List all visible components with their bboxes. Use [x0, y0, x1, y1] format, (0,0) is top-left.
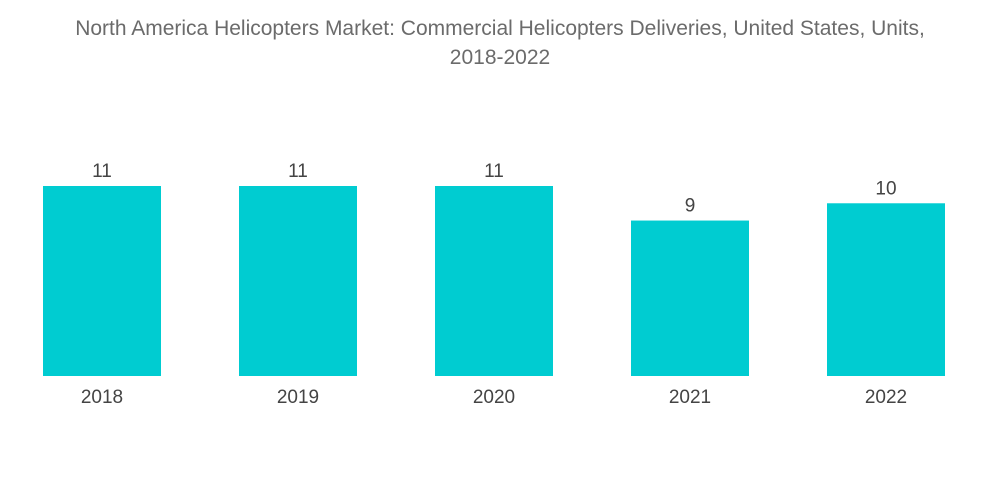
x-tick-label-2018: 2018	[81, 387, 123, 408]
x-tick-label-2019: 2019	[277, 387, 319, 408]
chart-title: North America Helicopters Market: Commer…	[0, 14, 1000, 72]
x-tick-label-2021: 2021	[669, 387, 711, 408]
bar-2022	[827, 203, 945, 376]
bar-2019	[239, 186, 357, 376]
bar-2021	[631, 220, 749, 376]
x-tick-label-2020: 2020	[473, 387, 515, 408]
value-label-2021: 9	[685, 196, 696, 217]
value-label-2018: 11	[92, 161, 112, 182]
chart-title-line-2: 2018-2022	[449, 46, 551, 69]
value-label-2020: 11	[484, 161, 504, 182]
value-labels-group: 11 11 11 9 10	[92, 161, 896, 217]
bar-2020	[435, 186, 553, 376]
x-axis-tick-labels-group: 2018 2019 2020 2021 2022	[81, 387, 907, 408]
bar-2018	[43, 186, 161, 376]
value-label-2022: 10	[875, 178, 896, 199]
x-tick-label-2022: 2022	[865, 387, 907, 408]
bars-group	[43, 186, 945, 376]
value-label-2019: 11	[288, 161, 308, 182]
chart-title-line-1: North America Helicopters Market: Commer…	[75, 17, 925, 40]
